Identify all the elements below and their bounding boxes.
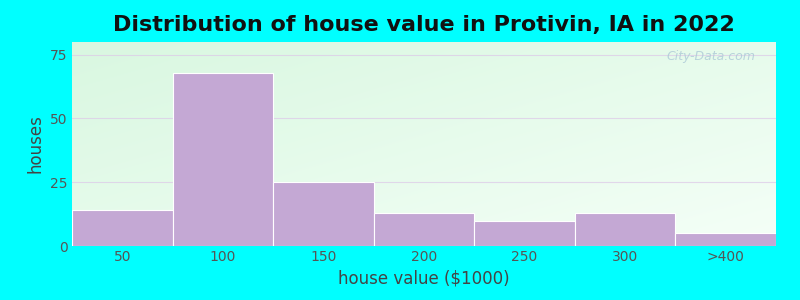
Bar [474,220,575,246]
Bar [72,210,173,246]
Bar [173,73,273,246]
Bar [273,182,374,246]
Bar [575,213,675,246]
X-axis label: house value ($1000): house value ($1000) [338,270,510,288]
Bar [675,233,776,246]
Text: City-Data.com: City-Data.com [666,50,755,63]
Title: Distribution of house value in Protivin, IA in 2022: Distribution of house value in Protivin,… [113,15,735,35]
Bar [374,213,474,246]
Y-axis label: houses: houses [26,115,45,173]
